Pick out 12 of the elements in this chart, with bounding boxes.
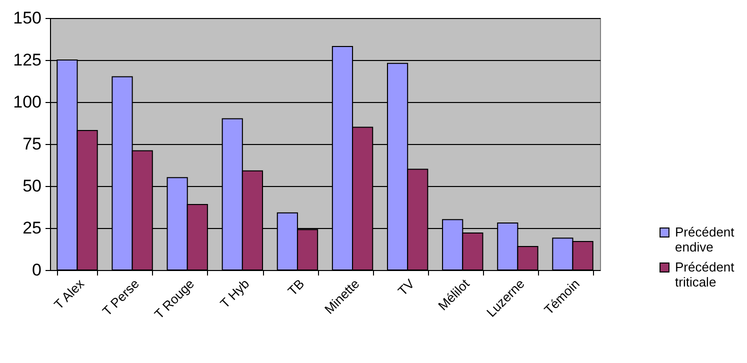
x-tick-label: T Hyb xyxy=(217,276,252,312)
y-tick-label: 150 xyxy=(13,8,42,28)
legend-label: Précédent triticale xyxy=(675,260,735,290)
x-tick-label: TV xyxy=(394,276,418,298)
legend-label: Précédent endive xyxy=(675,224,735,254)
y-tick-label: 0 xyxy=(32,260,42,280)
y-tick-label: 100 xyxy=(13,92,42,112)
x-tick-label: TB xyxy=(284,276,308,298)
y-tick-label: 125 xyxy=(13,50,42,70)
y-tick-label: 25 xyxy=(22,218,42,238)
y-tick-label: 50 xyxy=(22,176,42,196)
y-tick-label: 75 xyxy=(22,134,42,154)
